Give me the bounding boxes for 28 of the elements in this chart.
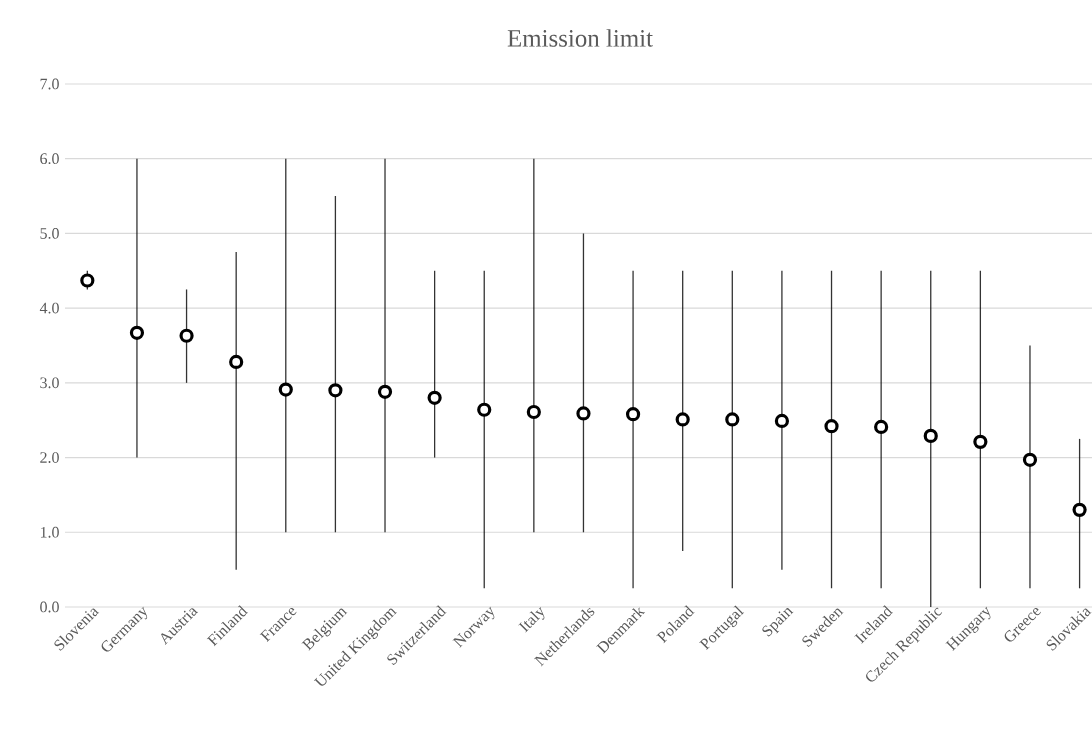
point [675,412,690,427]
point [973,434,988,449]
chart-title: Emission limit [507,29,653,47]
point [774,413,790,429]
point [477,402,492,417]
point [526,404,541,420]
point [377,384,393,399]
y-tick-label: 1.0 [40,526,59,538]
point [328,383,343,398]
y-tick-label: 2.0 [40,452,59,463]
point [874,419,889,435]
y-tick-label: 7.0 [40,78,59,90]
point [576,406,591,421]
point [80,273,95,288]
point [229,354,244,370]
point [278,382,293,397]
y-tick-label: 5.0 [40,228,59,239]
point [923,428,938,443]
point [129,325,145,340]
point [824,419,839,434]
y-tick-label: 4.0 [39,302,59,314]
point [179,328,194,343]
point [625,407,641,422]
point [427,390,442,405]
point [725,412,740,427]
y-tick-label: 6.0 [40,153,59,165]
point [1022,452,1038,467]
y-tick-label: 3.0 [40,377,59,389]
